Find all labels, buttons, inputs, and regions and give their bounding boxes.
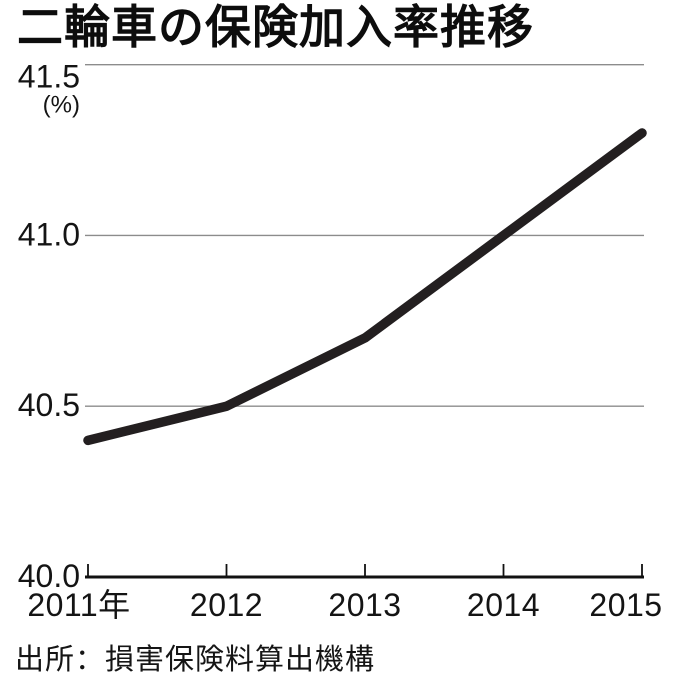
y-tick-label: 41.0 bbox=[18, 216, 80, 252]
x-tick-label: 2011年 bbox=[27, 587, 130, 623]
source-note: 出所：損害保険料算出機構 bbox=[15, 644, 376, 676]
y-axis-unit-label: (%) bbox=[43, 92, 80, 119]
x-tick-label: 2012 bbox=[190, 587, 263, 623]
x-tick-label: 2014 bbox=[467, 587, 540, 623]
y-tick-label: 41.5 bbox=[18, 59, 80, 95]
y-tick-label: 40.0 bbox=[18, 558, 80, 594]
x-tick-label: 2013 bbox=[328, 587, 401, 623]
trend-line bbox=[83, 128, 647, 446]
x-tick-label: 2015 bbox=[589, 587, 662, 623]
y-tick-label: 40.5 bbox=[18, 387, 80, 423]
chart-title: 二輪車の保険加入率推移 bbox=[17, 1, 534, 53]
